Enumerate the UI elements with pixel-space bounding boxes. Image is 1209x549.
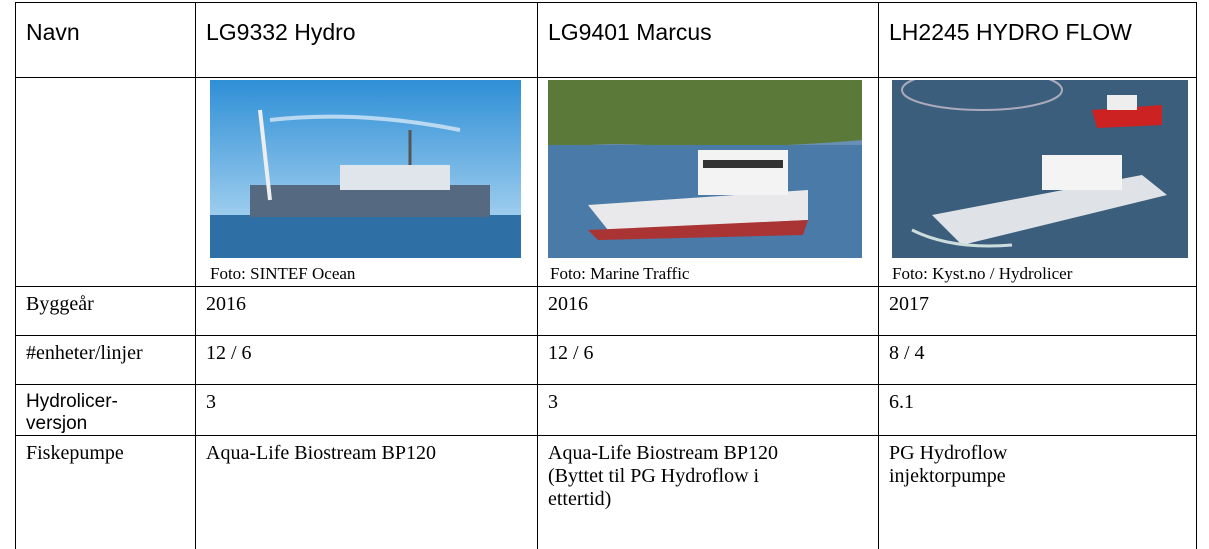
photo-caption: Foto: SINTEF Ocean (210, 264, 356, 283)
cell: 3 (195, 384, 538, 436)
cell: PG Hydroflow injektorpumpe (878, 435, 1197, 549)
empty-cell (15, 77, 196, 287)
photo (548, 80, 862, 258)
photo-cell: Foto: Kyst.no / Hydrolicer (878, 77, 1197, 287)
header-row: Navn LG9332 Hydro LG9401 Marcus LH2245 H… (15, 2, 1197, 78)
photo-row: Foto: SINTEF Ocean Foto: Marine Traffic … (15, 77, 1197, 287)
data-row: #enheter/linjer 12 / 6 12 / 6 8 / 4 (15, 335, 1197, 385)
cell: 12 / 6 (195, 335, 538, 385)
photo-caption: Foto: Marine Traffic (550, 264, 690, 283)
row-label: Byggeår (15, 286, 196, 336)
photo-caption: Foto: Kyst.no / Hydrolicer (892, 264, 1073, 283)
header-cell: Navn (15, 2, 196, 78)
data-row: Byggeår 2016 2016 2017 (15, 286, 1197, 336)
cell: 3 (537, 384, 879, 436)
cell: 6.1 (878, 384, 1197, 436)
cell: 8 / 4 (878, 335, 1197, 385)
header-cell: LG9332 Hydro (195, 2, 538, 78)
header-cell: LH2245 HYDRO FLOW (878, 2, 1197, 78)
cell: 2017 (878, 286, 1197, 336)
data-row: Hydrolicer- versjon 3 3 6.1 (15, 384, 1197, 436)
data-row: Fiskepumpe Aqua-Life Biostream BP120 Aqu… (15, 435, 1197, 549)
cell: 12 / 6 (537, 335, 879, 385)
vessel-table: Navn LG9332 Hydro LG9401 Marcus LH2245 H… (15, 2, 1197, 549)
photo-cell: Foto: SINTEF Ocean (195, 77, 538, 287)
cell: 2016 (195, 286, 538, 336)
header-cell: LG9401 Marcus (537, 2, 879, 78)
cell: Aqua-Life Biostream BP120 (Byttet til PG… (537, 435, 879, 549)
row-label: #enheter/linjer (15, 335, 196, 385)
photo (892, 80, 1188, 258)
cell: 2016 (537, 286, 879, 336)
photo-cell: Foto: Marine Traffic (537, 77, 879, 287)
photo (210, 80, 521, 258)
row-label: Fiskepumpe (15, 435, 196, 549)
row-label: Hydrolicer- versjon (15, 384, 196, 436)
cell: Aqua-Life Biostream BP120 (195, 435, 538, 549)
